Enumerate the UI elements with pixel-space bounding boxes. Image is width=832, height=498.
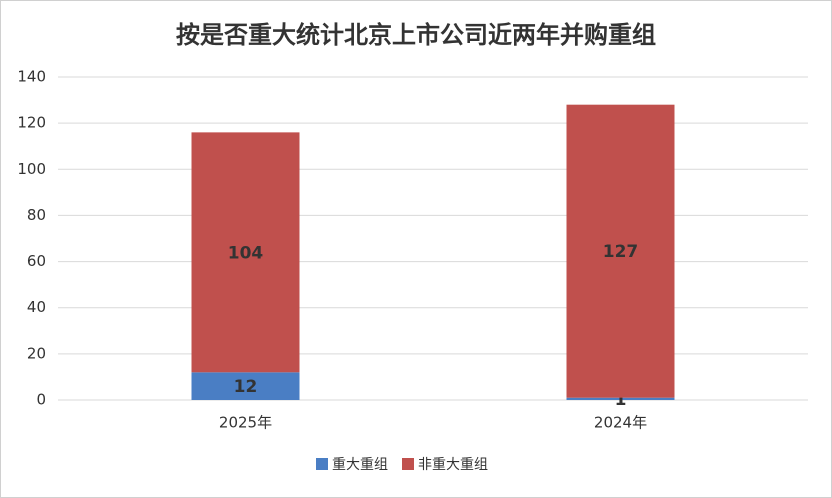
- legend-swatch: [316, 458, 328, 470]
- data-label: 127: [603, 242, 639, 262]
- y-tick-label: 60: [27, 252, 46, 270]
- y-tick-label: 40: [27, 298, 46, 316]
- x-tick-label: 2025年: [219, 414, 272, 432]
- bar-segment: [566, 397, 675, 400]
- bar-segment: [566, 104, 675, 398]
- y-tick-label: 120: [17, 114, 46, 132]
- chart-title: 按是否重大统计北京上市公司近两年并购重组: [176, 21, 656, 49]
- data-label: 12: [234, 377, 258, 397]
- y-tick-label: 20: [27, 344, 46, 362]
- y-tick-label: 100: [17, 160, 46, 178]
- legend-label: 非重大重组: [418, 457, 488, 473]
- legend-label: 重大重组: [332, 457, 388, 473]
- bar-segment: [191, 372, 300, 400]
- legend-swatch: [402, 458, 414, 470]
- data-label: 104: [228, 243, 264, 263]
- y-tick-label: 140: [17, 68, 46, 86]
- bar-segment: [191, 132, 300, 373]
- x-tick-label: 2024年: [594, 414, 647, 432]
- data-label: 1: [615, 390, 627, 410]
- y-tick-label: 0: [36, 391, 46, 409]
- y-tick-label: 80: [27, 206, 46, 224]
